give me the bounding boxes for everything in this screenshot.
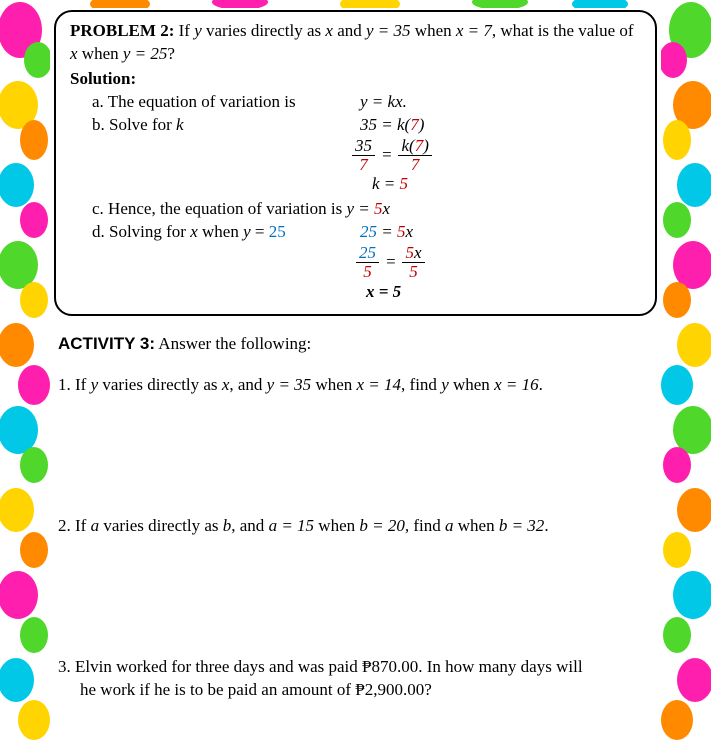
- activity-heading: ACTIVITY 3: Answer the following:: [58, 334, 653, 354]
- activity-rest: Answer the following:: [155, 334, 311, 353]
- problem-statement: PROBLEM 2: If y varies directly as x and…: [70, 20, 641, 66]
- step-a-math: y = kx.: [360, 91, 407, 114]
- k-result: k = 5: [372, 173, 408, 196]
- step-d: d. Solving for x when y = 25 25 = 5x 255…: [70, 221, 641, 304]
- step-c: c. Hence, the equation of variation is y…: [70, 198, 641, 221]
- x-result: x = 5: [366, 281, 401, 304]
- step-d-label: d. Solving for x when y = 25: [70, 221, 360, 244]
- step-b-frac: 357 = k(7)7: [352, 137, 432, 174]
- step-d-frac: 255 = 5x5: [356, 244, 425, 281]
- step-a-label: a. The equation of variation is: [70, 91, 360, 114]
- question-2: 2. If a varies directly as b, and a = 15…: [58, 515, 653, 538]
- step-b: b. Solve for k 35 = k(7) 357 = k(7)7 k =…: [70, 114, 641, 197]
- page-content: PROBLEM 2: If y varies directly as x and…: [50, 8, 661, 735]
- activity-title: ACTIVITY 3:: [58, 334, 155, 353]
- step-b-eq1: 35 = k(7): [360, 114, 424, 137]
- question-1: 1. If y varies directly as x, and y = 35…: [58, 374, 653, 397]
- problem-box: PROBLEM 2: If y varies directly as x and…: [54, 10, 657, 316]
- solution-label: Solution:: [70, 68, 641, 91]
- problem-title: PROBLEM 2:: [70, 21, 174, 40]
- step-b-label: b. Solve for k: [70, 114, 360, 137]
- question-3: 3. Elvin worked for three days and was p…: [58, 656, 653, 702]
- step-a: a. The equation of variation is y = kx.: [70, 91, 641, 114]
- step-d-eq1: 25 = 5x: [360, 221, 413, 244]
